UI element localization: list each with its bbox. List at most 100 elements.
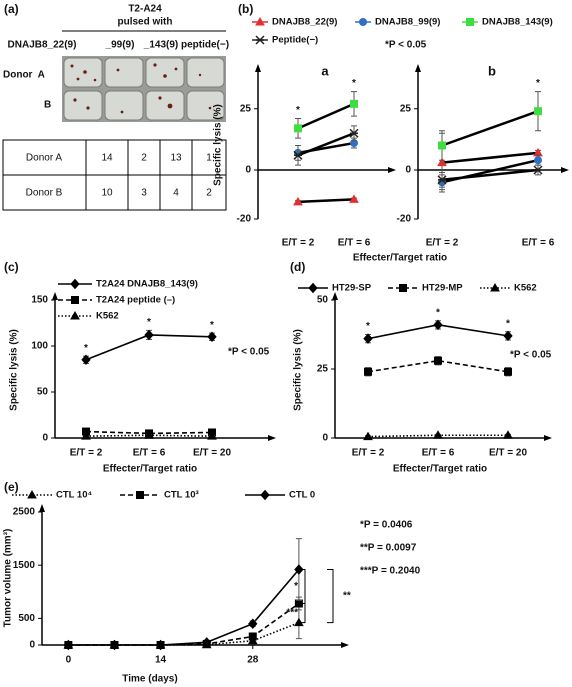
- legend-label: HT29-SP: [332, 283, 372, 294]
- axis-arrow: [388, 167, 396, 173]
- axis-arrow: [415, 64, 421, 72]
- table-cell: 2: [141, 153, 147, 164]
- marker: [155, 639, 166, 651]
- marker: [534, 156, 542, 165]
- significance: *: [84, 343, 88, 354]
- x-axis-label: Effecter/Target ratio: [393, 464, 487, 475]
- marker: [294, 564, 304, 575]
- bracket: [327, 568, 334, 624]
- marker: [437, 175, 447, 185]
- legend-label: Peptide(−): [272, 35, 318, 46]
- marker: [81, 431, 91, 440]
- header: T2-A24: [128, 4, 162, 15]
- legend-label: DNAJB8_99(9): [375, 17, 440, 28]
- legend-label: DNAJB8_143(9): [482, 17, 553, 28]
- marker: [533, 165, 543, 175]
- marker: [144, 430, 154, 439]
- marker: [364, 367, 372, 376]
- annotation: *P < 0.05: [228, 347, 270, 358]
- legend-marker: [136, 491, 144, 499]
- column-label: _143(9): [143, 40, 178, 51]
- y-tick-label: 25: [400, 103, 412, 114]
- series-line: [297, 102, 355, 130]
- axis-arrow: [39, 504, 45, 512]
- series-line: [297, 198, 355, 204]
- marker: [504, 367, 512, 376]
- marker: [363, 431, 373, 441]
- marker: [294, 124, 302, 133]
- x-tick-label: E/T = 2: [352, 448, 385, 459]
- marker: [437, 157, 447, 167]
- table-cell: 14: [101, 153, 113, 164]
- panel-label: (b): [238, 2, 253, 16]
- x-tick-label: 0: [66, 655, 72, 666]
- legend-marker: [70, 310, 80, 320]
- annotation: *P < 0.05: [510, 350, 552, 361]
- axis-arrow: [561, 167, 569, 173]
- y-tick-label: 100: [31, 341, 48, 352]
- bracket: [299, 603, 306, 624]
- legend-marker: [260, 489, 270, 501]
- axis-arrow: [255, 64, 261, 72]
- legend-label: CTL 0: [289, 490, 315, 501]
- table-cell: 13: [170, 153, 182, 164]
- significance: *: [366, 321, 370, 332]
- significance: *: [506, 318, 510, 329]
- axis-arrow: [544, 435, 552, 441]
- series-line: [441, 110, 539, 147]
- legend-label: HT29-MP: [422, 283, 463, 294]
- table-cell: Donor B: [26, 188, 63, 199]
- legend-marker: [466, 18, 474, 26]
- marker: [438, 141, 446, 150]
- row-label: Donor A: [3, 70, 45, 81]
- x-tick-label: E/T = 2: [70, 448, 103, 459]
- significance: *: [436, 307, 440, 318]
- series-line: [68, 568, 300, 646]
- marker: [349, 194, 359, 203]
- panel-label: (e): [4, 480, 19, 494]
- panel-label: (a): [4, 2, 19, 16]
- row-label: B: [44, 100, 51, 111]
- column-label: peptide(−): [181, 40, 229, 51]
- bracket-label: ***: [286, 608, 298, 619]
- marker: [363, 333, 373, 344]
- legend-label: CTL 10⁴: [56, 490, 93, 501]
- x-tick-label: E/T = 20: [193, 448, 232, 459]
- x-axis-label: Effecter/Target ratio: [353, 253, 447, 264]
- axis-arrow: [268, 435, 276, 441]
- bracket: [299, 568, 306, 605]
- y-tick-label: -20: [397, 214, 412, 225]
- marker: [350, 99, 358, 108]
- y-tick-label: 50: [317, 295, 329, 306]
- marker: [81, 354, 91, 366]
- bracket-label: *: [294, 581, 298, 592]
- x-axis-label: Effecter/Target ratio: [103, 464, 197, 475]
- series-line: [441, 151, 539, 164]
- table-cell: 3: [141, 188, 147, 199]
- marker: [63, 639, 74, 651]
- marker: [433, 430, 443, 439]
- legend-marker: [255, 16, 265, 26]
- marker: [248, 618, 258, 629]
- annotation: ***P = 0.2040: [360, 566, 421, 577]
- axis-arrow: [332, 292, 338, 300]
- marker: [433, 319, 443, 331]
- legend-marker: [255, 35, 265, 45]
- legend-label: K562: [514, 283, 537, 294]
- series-line: [297, 132, 355, 157]
- x-tick-label: E/T = 20: [489, 448, 528, 459]
- y-tick-label: -20: [237, 214, 252, 225]
- y-tick-label: 2500: [13, 507, 36, 518]
- significance: *: [147, 317, 151, 328]
- x-tick-label: E/T = 2: [426, 238, 459, 249]
- marker: [109, 639, 120, 651]
- annotation: **P = 0.0097: [360, 543, 417, 554]
- y-axis-label: Specific lysis (%): [293, 329, 304, 411]
- marker: [207, 331, 217, 343]
- significance: *: [210, 320, 214, 331]
- y-tick-label: 0: [29, 640, 35, 651]
- legend-label: T2A24 DNAJB8_143(9): [96, 279, 198, 290]
- series-line: [85, 430, 213, 435]
